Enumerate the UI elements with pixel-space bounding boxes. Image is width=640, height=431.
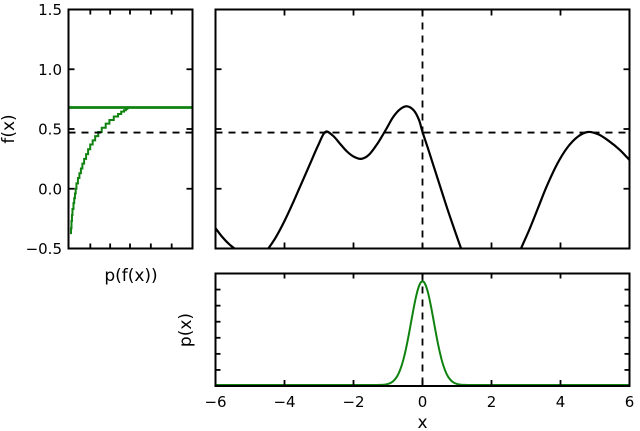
left-panel-ytick-label: 0.5 <box>38 121 62 139</box>
left-panel-frame <box>67 8 194 250</box>
bottom-panel-xtick-label: −2 <box>342 393 364 411</box>
left-panel-ytick-label: 0.0 <box>38 180 62 198</box>
left-panel-xlabel: p(f(x)) <box>104 266 157 286</box>
bottom-panel-xtick-label: 6 <box>625 393 635 411</box>
p-of-f-step-curve <box>69 106 131 235</box>
f-curve <box>215 105 630 249</box>
generated-plot-layer: −0.5 0.0 0.5 1.0 1.5 −6 −4 −2 0 2 4 6 <box>26 1 635 411</box>
bottom-panel-xtick-label: −4 <box>273 393 295 411</box>
bottom-panel-ylabel: p(x) <box>176 313 196 347</box>
bottom-panel-xtick-label: 2 <box>487 393 497 411</box>
bottom-panel-xtick-label: 4 <box>556 393 566 411</box>
left-panel-ytick-label: 1.0 <box>38 61 62 79</box>
left-panel-ytick-label: −0.5 <box>26 240 62 258</box>
left-panel-ylabel: f(x) <box>0 114 19 143</box>
left-panel-ytick-label: 1.5 <box>38 1 62 19</box>
bottom-panel-xlabel: x <box>417 413 427 431</box>
bottom-panel-xtick-label: 0 <box>418 393 428 411</box>
bottom-panel-xtick-label: −6 <box>204 393 226 411</box>
